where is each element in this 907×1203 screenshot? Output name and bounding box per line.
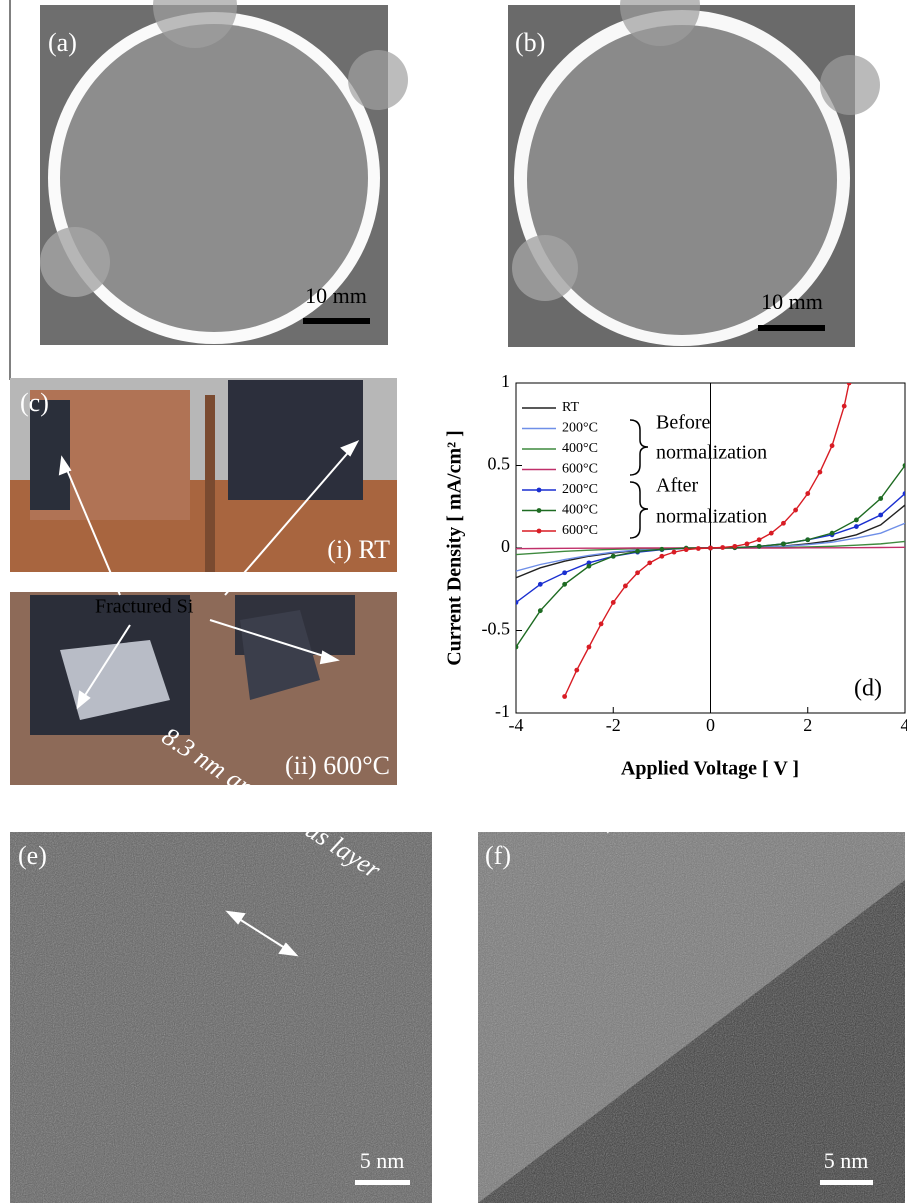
marker	[562, 694, 567, 699]
x-tick-label: -2	[606, 715, 621, 735]
marker	[720, 545, 725, 550]
sub-label: (ii) 600°C	[285, 751, 390, 780]
marker	[830, 443, 835, 448]
marker	[878, 513, 883, 518]
y-axis-label: Current Density [ mA/cm² ]	[444, 430, 466, 666]
marker	[842, 404, 847, 409]
marker	[781, 541, 786, 546]
legend-marker	[537, 529, 542, 534]
legend-group: normalization	[656, 442, 767, 464]
panel-e: (e) 8.3 nm amorphous layer 5 nm	[10, 721, 432, 1203]
scale-bar	[758, 325, 825, 331]
x-tick-label: 0	[706, 715, 715, 735]
legend-label: 400°C	[562, 441, 598, 456]
marker	[732, 544, 737, 549]
legend-label: 200°C	[562, 421, 598, 436]
x-tick-label: 2	[803, 715, 812, 735]
marker	[781, 521, 786, 526]
y-tick-label: 0	[501, 536, 510, 556]
panel-label: (b)	[515, 28, 545, 57]
panel-c: (c) Fractured Si (i) RT (ii) 600°C	[10, 378, 397, 785]
marker	[623, 584, 628, 589]
legend-label: RT	[562, 400, 579, 415]
marker	[805, 537, 810, 542]
legend-marker	[537, 488, 542, 493]
y-tick-label: 0.5	[488, 454, 511, 474]
panel-label: (d)	[854, 676, 882, 702]
marker	[854, 518, 859, 523]
marker	[854, 524, 859, 529]
marker	[757, 537, 762, 542]
marker	[587, 645, 592, 650]
marker	[708, 546, 713, 551]
marker	[562, 570, 567, 575]
x-tick-label: -4	[509, 715, 524, 735]
marker	[514, 600, 519, 605]
y-tick-label: 1	[501, 371, 510, 391]
panel-label: (a)	[48, 28, 77, 57]
marker	[878, 496, 883, 501]
legend-group: After	[656, 475, 699, 497]
marker	[672, 550, 677, 555]
marker	[793, 508, 798, 513]
annotation: Fractured Si	[95, 596, 194, 618]
scale-bar	[820, 1180, 873, 1185]
scale-bar	[303, 318, 370, 324]
marker	[696, 546, 701, 551]
marker	[587, 564, 592, 569]
scale-label: 10 mm	[305, 283, 367, 308]
clip	[820, 55, 880, 115]
scale-label: 10 mm	[761, 289, 823, 314]
marker	[805, 491, 810, 496]
panel-label: (e)	[18, 841, 47, 870]
figure: (a) 10 mm (b) 10 mm (c) Fractured Si	[0, 0, 907, 1203]
marker	[611, 554, 616, 559]
legend-group: normalization	[656, 506, 767, 528]
marker	[757, 544, 762, 549]
marker	[635, 549, 640, 554]
panel-a: (a) 10 mm	[40, 0, 408, 345]
panel-label: (c)	[20, 388, 49, 417]
marker	[647, 560, 652, 565]
chart: (d) Applied Voltage [ V ] Current Densit…	[444, 371, 907, 779]
si	[228, 380, 363, 500]
marker	[538, 582, 543, 587]
y-tick-label: -0.5	[482, 619, 511, 639]
legend-label: 600°C	[562, 523, 598, 538]
marker	[635, 570, 640, 575]
marker	[599, 622, 604, 627]
legend-label: 600°C	[562, 462, 598, 477]
scale-label: 5 nm	[824, 1148, 869, 1173]
scale-label: 5 nm	[360, 1148, 405, 1173]
marker	[745, 541, 750, 546]
marker	[659, 547, 664, 552]
marker	[818, 470, 823, 475]
clip	[512, 235, 578, 301]
marker	[611, 600, 616, 605]
legend-label: 400°C	[562, 503, 598, 518]
legend-marker	[537, 508, 542, 513]
marker	[684, 547, 689, 552]
legend-group: Before	[656, 412, 711, 434]
panel-f: (f) No interface layer 5 nm	[478, 707, 905, 1203]
marker	[769, 531, 774, 536]
x-axis-label: Applied Voltage [ V ]	[621, 758, 799, 780]
marker	[538, 608, 543, 613]
marker	[659, 554, 664, 559]
marker	[847, 381, 852, 386]
sub-label: (i) RT	[327, 535, 390, 564]
x-tick-label: 4	[901, 715, 907, 735]
edge	[205, 395, 215, 572]
y-tick-label: -1	[495, 701, 510, 721]
marker	[514, 645, 519, 650]
marker	[574, 668, 579, 673]
marker	[562, 582, 567, 587]
panel-b: (b) 10 mm	[508, 0, 880, 347]
scale-bar	[355, 1180, 410, 1185]
legend-label: 200°C	[562, 482, 598, 497]
clip	[348, 50, 408, 110]
panel-label: (f)	[485, 841, 511, 870]
clip	[40, 227, 110, 297]
marker	[830, 531, 835, 536]
